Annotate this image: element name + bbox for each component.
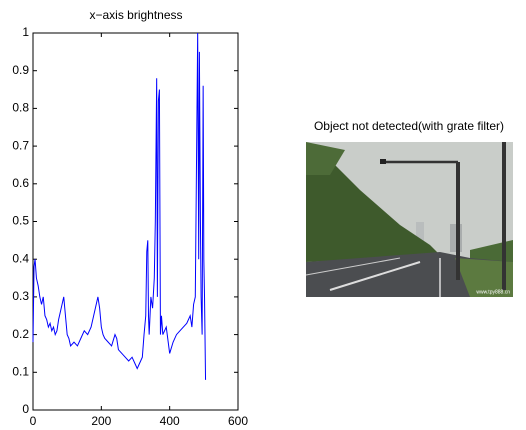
y-tick-label: 0.9 [12,63,29,77]
y-tick-label: 0 [22,402,29,416]
lane-mark [329,261,421,291]
x-tick-label: 0 [30,414,37,428]
y-tick-label: 0.1 [12,364,29,378]
camera [380,159,386,164]
y-tick-label: 0.7 [12,138,29,152]
lane-mark [305,257,401,276]
data-line [32,32,207,380]
x-tick-label: 600 [228,414,248,428]
trees [306,142,345,175]
y-tick-label: 1 [22,25,29,39]
image-title: Object not detected(with grate filter) [314,119,504,133]
grass [455,258,513,297]
y-tick-label: 0.3 [12,289,29,303]
y-tick-label: 0.4 [12,251,29,265]
y-tick-label: 0.6 [12,176,29,190]
photo: www.tpy888.cn [305,142,513,297]
x-tick-label: 200 [91,414,111,428]
building [416,222,424,252]
x-tick-label: 400 [160,414,180,428]
y-tick-label: 0.2 [12,327,29,341]
trees [306,150,440,262]
y-tick-label: 0.5 [12,214,29,228]
watermark: www.tpy888.cn [476,289,510,295]
chart-title: x−axis brightness [89,8,182,22]
y-tick-label: 0.8 [12,101,29,115]
